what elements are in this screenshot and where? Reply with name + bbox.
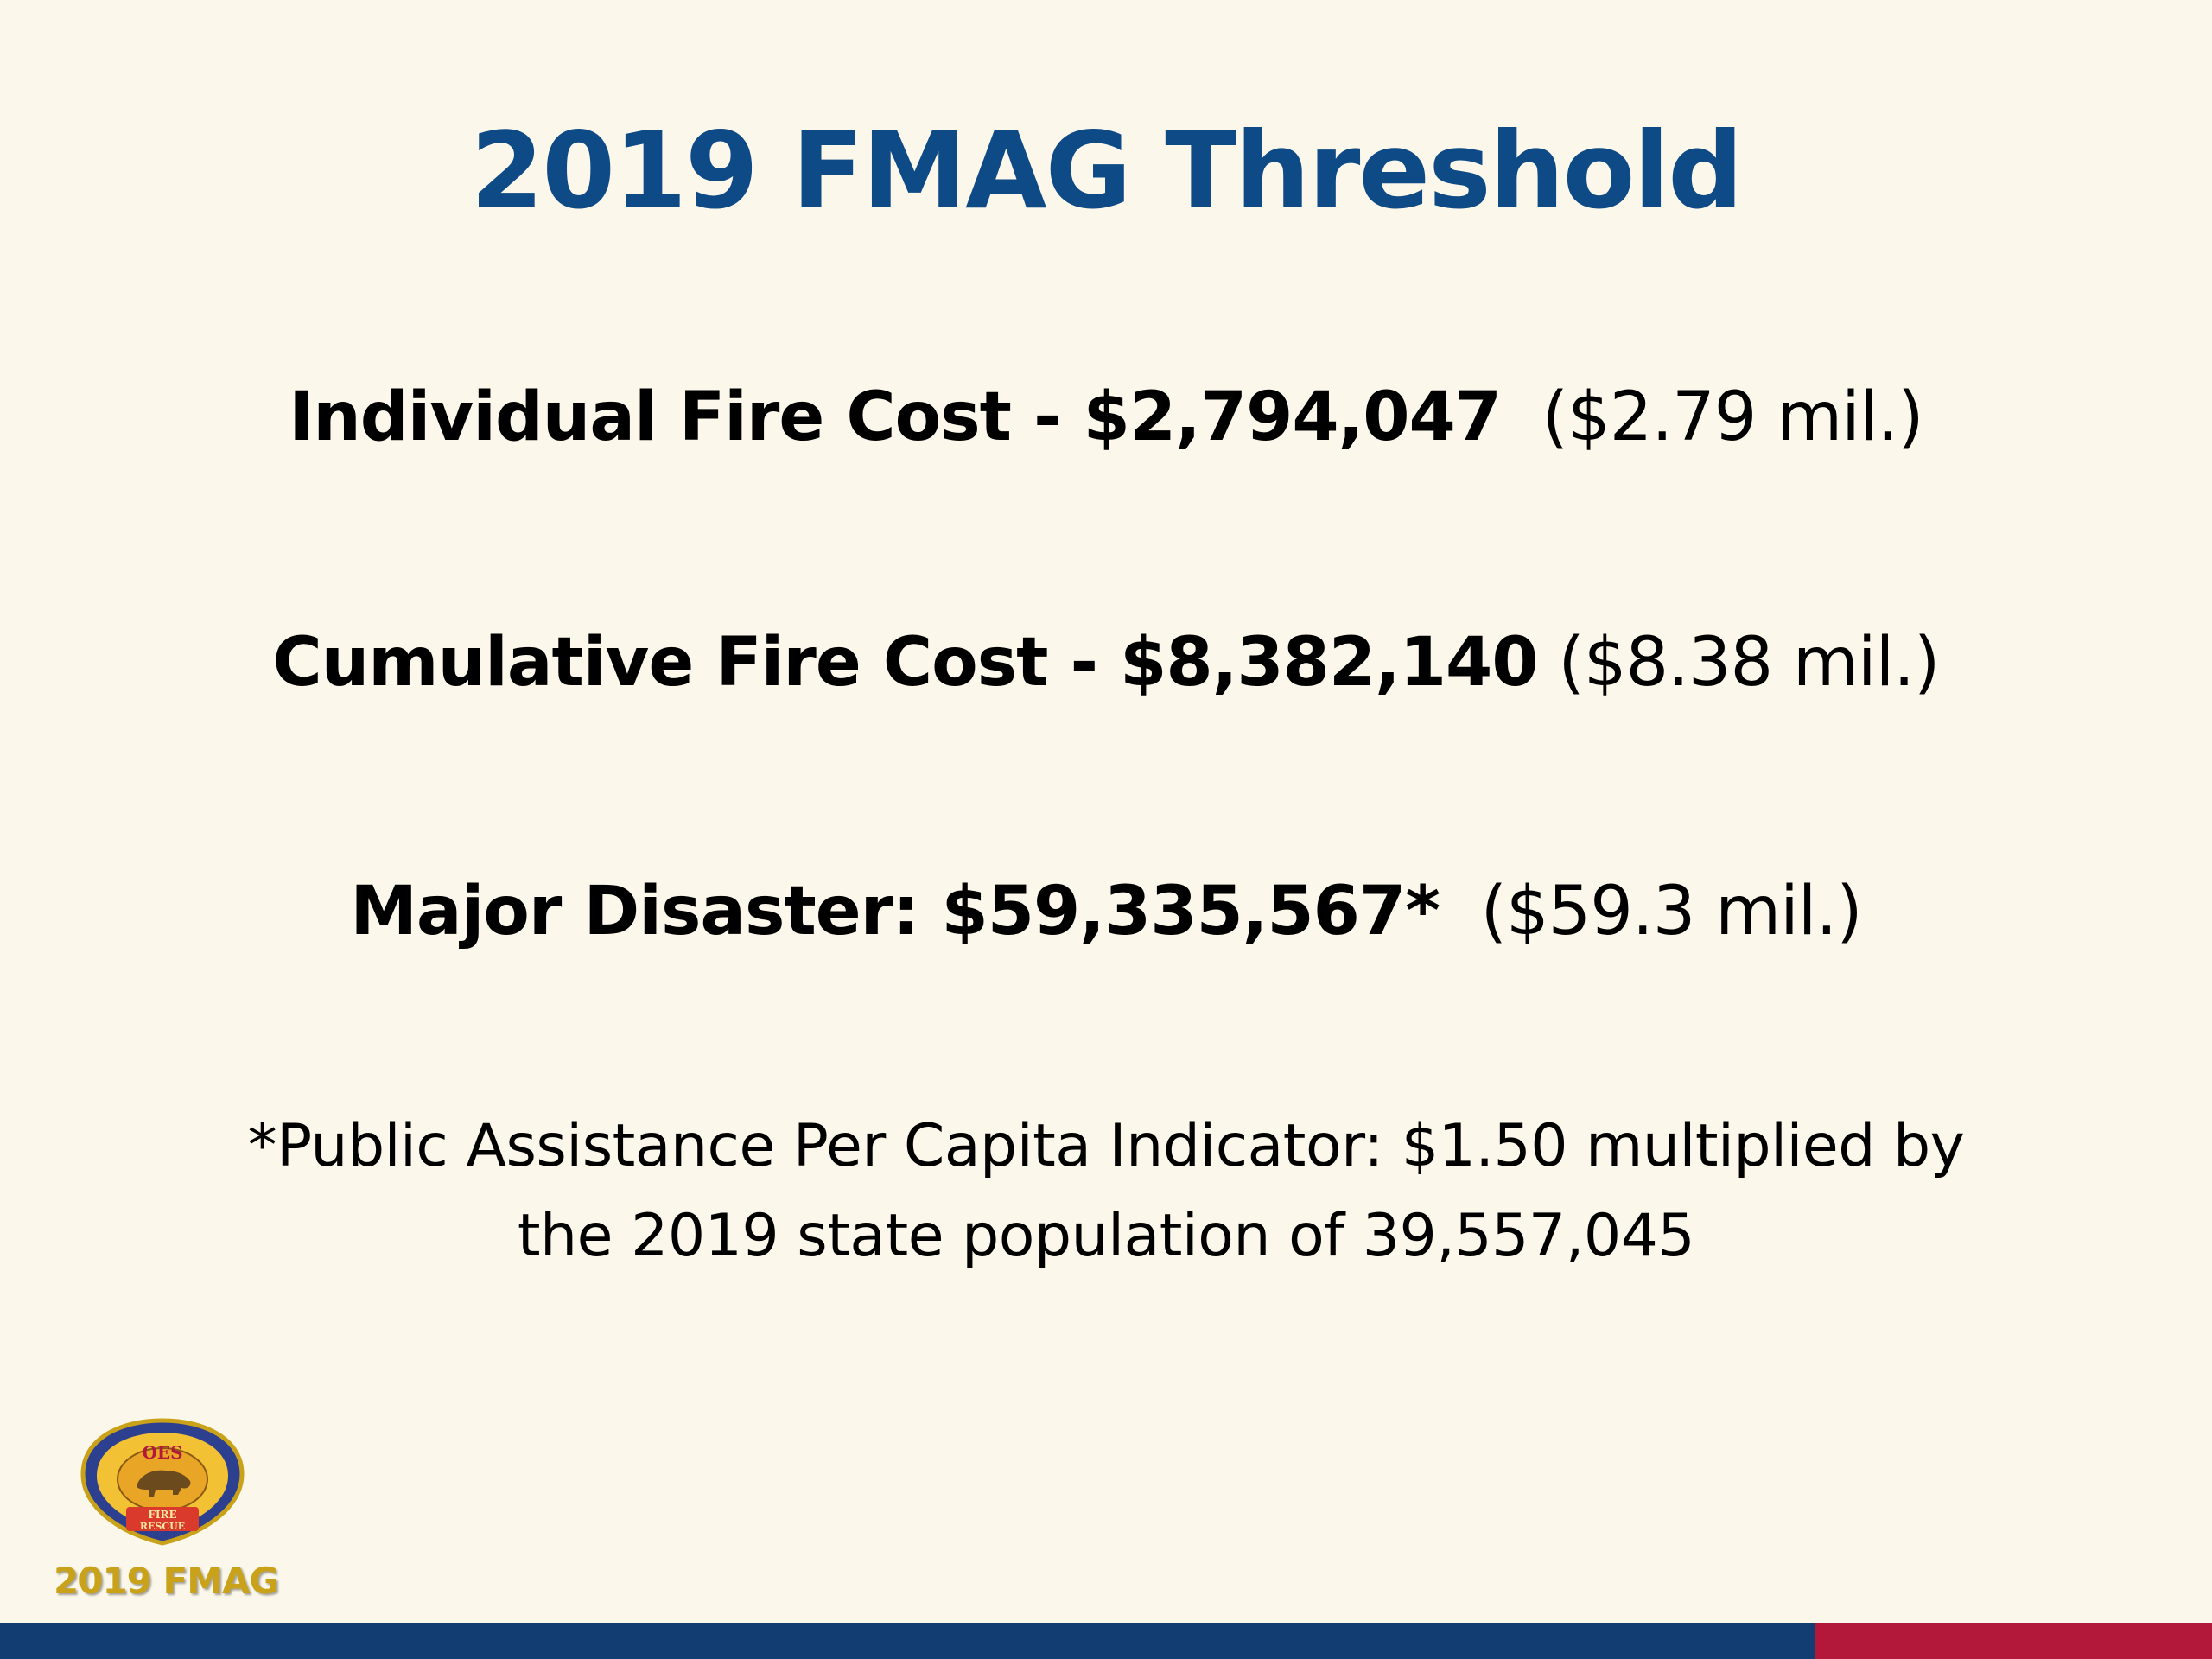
threshold-short: ($8.38 mil.) [1558, 624, 1940, 702]
footer-bar-red [1815, 1623, 2212, 1659]
footnote: *Public Assistance Per Capita Indicator:… [0, 1102, 2212, 1281]
threshold-amount: $8,382,140 [1120, 624, 1538, 702]
threshold-short: ($2.79 mil.) [1541, 378, 1924, 456]
footnote-line-2: the 2019 state population of 39,557,045 [517, 1202, 1695, 1270]
threshold-amount: $59,335,567* [941, 873, 1440, 950]
threshold-cumulative: Cumulative Fire Cost - $8,382,140 ($8.38… [0, 615, 2212, 710]
logo-text-bottom-1: FIRE [148, 1509, 176, 1521]
slide-title: 2019 FMAG Threshold [470, 110, 1743, 232]
logo-text-top: OES [142, 1442, 182, 1463]
threshold-label: Major Disaster: [350, 873, 942, 950]
threshold-short: ($59.3 mil.) [1480, 873, 1863, 950]
oes-fire-rescue-badge-logo: OES FIRE RESCUE [80, 1418, 245, 1546]
threshold-individual: Individual Fire Cost - $2,794,047 ($2.79… [0, 370, 2212, 465]
threshold-major-disaster: Major Disaster: $59,335,567* ($59.3 mil.… [0, 864, 2212, 959]
threshold-amount: $2,794,047 [1083, 378, 1502, 456]
footer-label: 2019 FMAG [54, 1560, 279, 1602]
footnote-line-1: *Public Assistance Per Capita Indicator:… [247, 1112, 1965, 1180]
threshold-label: Cumulative Fire Cost - [272, 624, 1121, 702]
logo-text-bottom-2: RESCUE [140, 1521, 185, 1532]
footer-bar-blue [0, 1623, 1815, 1659]
threshold-label: Individual Fire Cost - [289, 378, 1084, 456]
